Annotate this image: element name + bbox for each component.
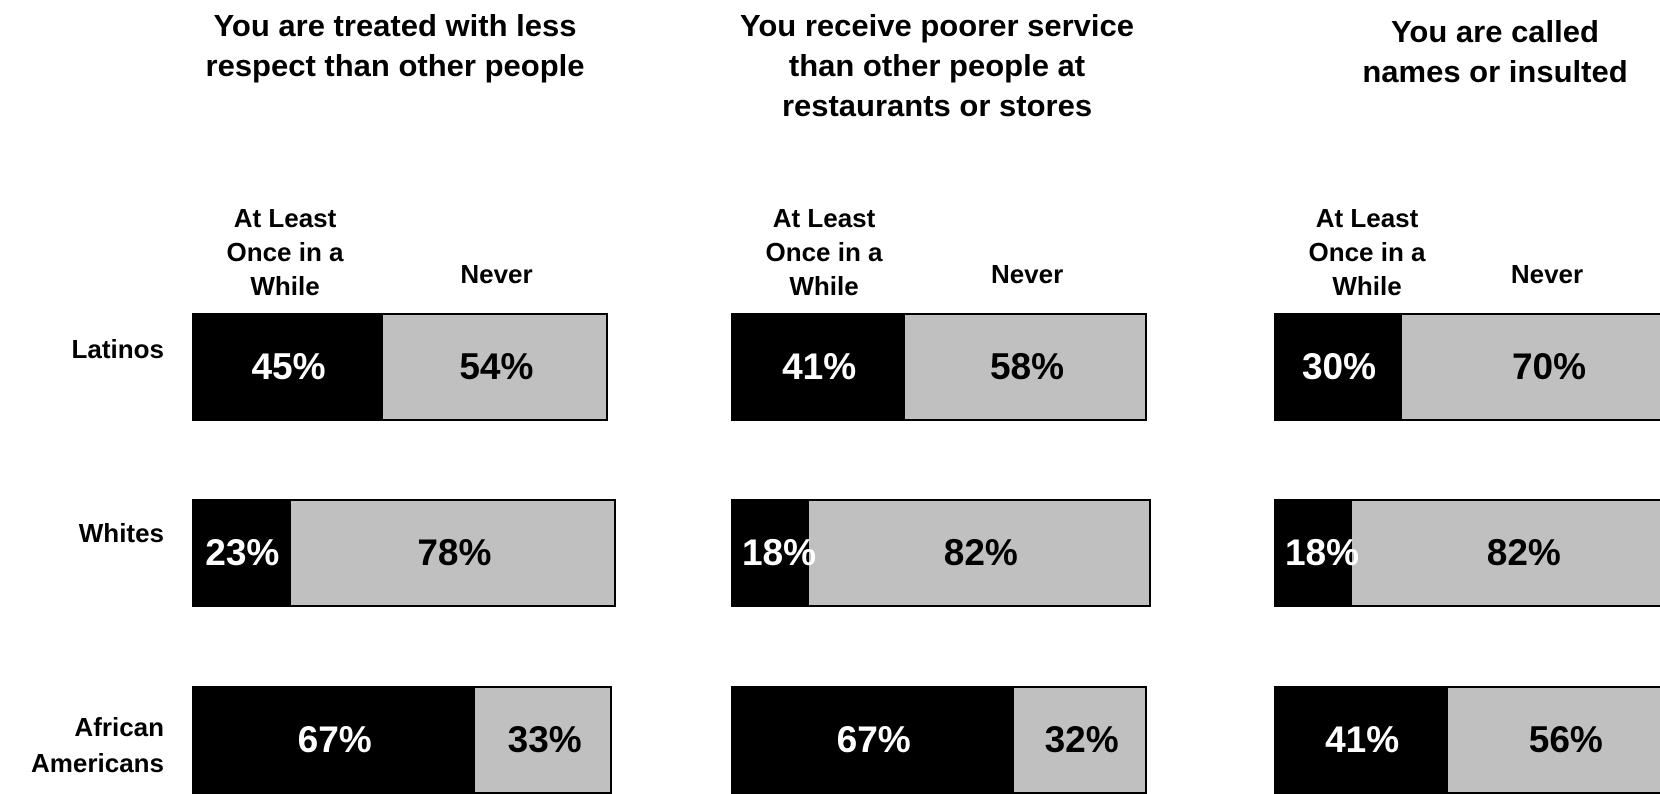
bar-1-1: 18% 82% (731, 499, 1151, 607)
value-label-never-0-2: 33% (507, 719, 582, 760)
segment-at-least-0-2 (194, 688, 476, 792)
bar-0-0: 45% 54% (192, 313, 608, 421)
segment-at-least-2-2 (1276, 688, 1449, 792)
bar-0-2: 67% 33% (192, 686, 612, 794)
value-label-never-0-1: 78% (417, 532, 492, 573)
value-label-at-least-1-2: 67% (836, 719, 911, 760)
bar-1-0: 41% 58% (731, 313, 1147, 421)
segment-at-least-0-1 (194, 501, 291, 605)
value-label-never-1-1: 82% (943, 532, 1018, 573)
value-label-never-0-0: 54% (459, 346, 534, 387)
bar-2-0: 30% 70% (1274, 313, 1660, 421)
col-head-at-least-2: At Least Once in a While (1308, 203, 1426, 301)
segment-never-0-1 (290, 501, 615, 605)
value-label-never-1-0: 58% (989, 346, 1065, 387)
panel-title-0: You are treated with less respect than ot… (205, 8, 585, 83)
segment-never-1-1 (808, 501, 1149, 605)
row-label-1: Whites (78, 518, 164, 548)
value-label-at-least-0-1: 23% (205, 532, 280, 573)
bar-2-2: 41% 56% (1274, 686, 1660, 794)
segment-never-1-0 (905, 315, 1145, 419)
col-head-never-2: Never (1510, 259, 1584, 289)
segment-at-least-2-1 (1276, 501, 1352, 605)
value-label-never-1-2: 32% (1044, 719, 1119, 760)
value-label-at-least-0-0: 45% (251, 346, 326, 387)
value-label-at-least-1-1: 18% (741, 532, 817, 573)
segment-at-least-0-0 (194, 315, 383, 419)
panel-title-1: You receive poorer service than other peo… (739, 8, 1135, 123)
segment-at-least-1-1 (733, 501, 809, 605)
value-label-at-least-0-2: 67% (297, 719, 372, 760)
col-head-never-1: Never (990, 259, 1064, 289)
value-label-at-least-2-2: 41% (1325, 719, 1400, 760)
value-label-never-2-0: 70% (1511, 346, 1587, 387)
row-label-2: African Americans (31, 712, 164, 778)
col-head-never-0: Never (460, 259, 533, 289)
value-label-at-least-2-0: 30% (1301, 346, 1377, 387)
segment-never-0-0 (383, 315, 606, 419)
value-label-never-2-2: 56% (1528, 719, 1603, 760)
segment-never-0-2 (475, 688, 610, 792)
segment-never-2-1 (1351, 501, 1660, 605)
segment-at-least-1-2 (733, 688, 1015, 792)
bar-1-2: 67% 32% (731, 686, 1147, 794)
value-label-at-least-1-0: 41% (782, 346, 857, 387)
segment-never-2-2 (1448, 688, 1660, 792)
col-head-at-least-0: At Least Once in a While (226, 203, 344, 301)
bar-0-1: 23% 78% (192, 499, 617, 607)
segment-at-least-1-0 (733, 315, 906, 419)
col-head-at-least-1: At Least Once in a While (765, 203, 883, 301)
segment-at-least-2-0 (1276, 315, 1402, 419)
segment-never-2-0 (1402, 315, 1660, 419)
value-label-never-2-1: 82% (1486, 532, 1561, 573)
segment-never-1-2 (1014, 688, 1145, 792)
row-label-0: Latinos (71, 334, 164, 364)
value-label-at-least-2-1: 18% (1284, 532, 1360, 573)
panel-title-2: You are called names or insulted (1362, 14, 1628, 89)
bar-2-1: 18% 82% (1274, 499, 1660, 607)
